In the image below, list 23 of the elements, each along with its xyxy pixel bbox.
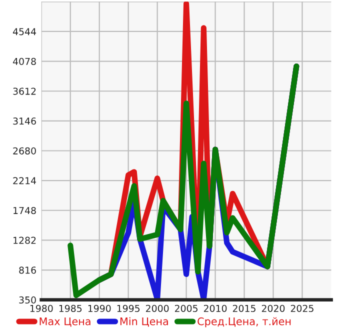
x-tick-label: 1995 — [117, 304, 140, 312]
y-tick-label: 3612 — [13, 88, 36, 95]
y-tick-label: 3146 — [13, 118, 36, 125]
y-tick-label: 4078 — [12, 58, 36, 66]
y-tick-label: 1748 — [14, 206, 36, 214]
legend-label: Сред.Цена, т.йен — [198, 317, 291, 328]
x-tick-label: 1980 — [30, 304, 53, 312]
y-tick-label: 2680 — [13, 147, 36, 154]
x-tick-label: 1990 — [88, 304, 111, 312]
y-tick-label: 350 — [19, 296, 36, 304]
legend-label: Max Цена — [40, 318, 90, 327]
y-tick-label: 2214 — [13, 177, 36, 184]
y-tick-label: 816 — [19, 266, 36, 274]
x-tick-label: 2020 — [262, 304, 285, 312]
x-tick-label: 2010 — [204, 304, 227, 312]
x-tick-label: 2000 — [146, 304, 169, 312]
x-tick-label: 1985 — [59, 304, 82, 312]
legend-label: Min Цена — [120, 317, 168, 327]
y-tick-label: 4544 — [12, 28, 36, 36]
x-tick-label: 2025 — [290, 304, 314, 312]
x-tick-label: 2015 — [232, 304, 256, 312]
y-tick-label: 1282 — [14, 236, 36, 244]
x-tick-label: 2005 — [174, 304, 198, 312]
